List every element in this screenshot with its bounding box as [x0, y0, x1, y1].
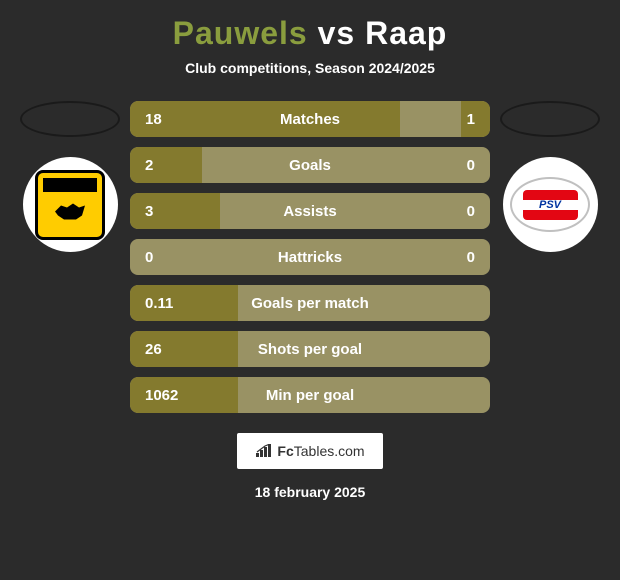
stat-label: Matches — [280, 111, 340, 128]
stat-value-left: 0.11 — [145, 295, 173, 312]
comparison-title: Pauwels vs Raap — [173, 15, 448, 52]
stat-value-left: 0 — [145, 249, 153, 266]
main-content: 18 Matches 1 2 Goals 0 3 Assists 0 0 Hattricks 0 0.1… — [0, 101, 620, 413]
stat-value-left: 1062 — [145, 387, 178, 404]
club1-animal-icon — [55, 200, 85, 220]
stat-value-left: 26 — [145, 341, 162, 358]
stat-value-right: 0 — [467, 249, 475, 266]
chart-icon — [255, 444, 273, 458]
footer-brand-badge[interactable]: FcTables.com — [237, 433, 382, 469]
stat-label: Assists — [283, 203, 336, 220]
stat-value-right: 1 — [467, 111, 475, 128]
stat-label: Shots per goal — [258, 341, 362, 358]
stat-label: Hattricks — [278, 249, 342, 266]
stat-bar: 0.11 Goals per match — [130, 285, 490, 321]
player1-column — [20, 101, 120, 252]
stat-fill-right — [461, 101, 490, 137]
stat-value-left: 3 — [145, 203, 153, 220]
player2-name: Raap — [365, 15, 447, 51]
stat-bar: 2 Goals 0 — [130, 147, 490, 183]
stat-label: Goals — [289, 157, 331, 174]
footer-brand-fc: Fc — [277, 443, 293, 459]
stat-label: Min per goal — [266, 387, 354, 404]
stat-bar: 1062 Min per goal — [130, 377, 490, 413]
player1-silhouette — [20, 101, 120, 137]
club1-badge — [23, 157, 118, 252]
stat-bar: 26 Shots per goal — [130, 331, 490, 367]
footer-brand-tables: Tables.com — [294, 443, 365, 459]
footer-brand-text: FcTables.com — [277, 443, 364, 459]
club1-badge-inner — [35, 170, 105, 240]
stat-bar: 0 Hattricks 0 — [130, 239, 490, 275]
club2-badge: PSV — [503, 157, 598, 252]
subtitle-text: Club competitions, Season 2024/2025 — [185, 60, 435, 76]
stat-fill-left — [130, 101, 400, 137]
stat-value-right: 0 — [467, 203, 475, 220]
stat-label: Goals per match — [251, 295, 369, 312]
stat-fill-left — [130, 147, 202, 183]
player2-column: PSV — [500, 101, 600, 252]
stat-fill-left — [130, 193, 220, 229]
stat-value-left: 18 — [145, 111, 162, 128]
stat-bar: 3 Assists 0 — [130, 193, 490, 229]
stats-column: 18 Matches 1 2 Goals 0 3 Assists 0 0 Hattricks 0 0.1… — [130, 101, 490, 413]
club2-flag: PSV — [523, 190, 578, 220]
stat-bar: 18 Matches 1 — [130, 101, 490, 137]
date-text: 18 february 2025 — [255, 484, 366, 500]
stat-value-right: 0 — [467, 157, 475, 174]
player1-name: Pauwels — [173, 15, 308, 51]
player2-silhouette — [500, 101, 600, 137]
stat-value-left: 2 — [145, 157, 153, 174]
club2-badge-inner: PSV — [510, 177, 590, 232]
comparison-container: Pauwels vs Raap Club competitions, Seaso… — [0, 0, 620, 580]
vs-text: vs — [318, 15, 356, 51]
